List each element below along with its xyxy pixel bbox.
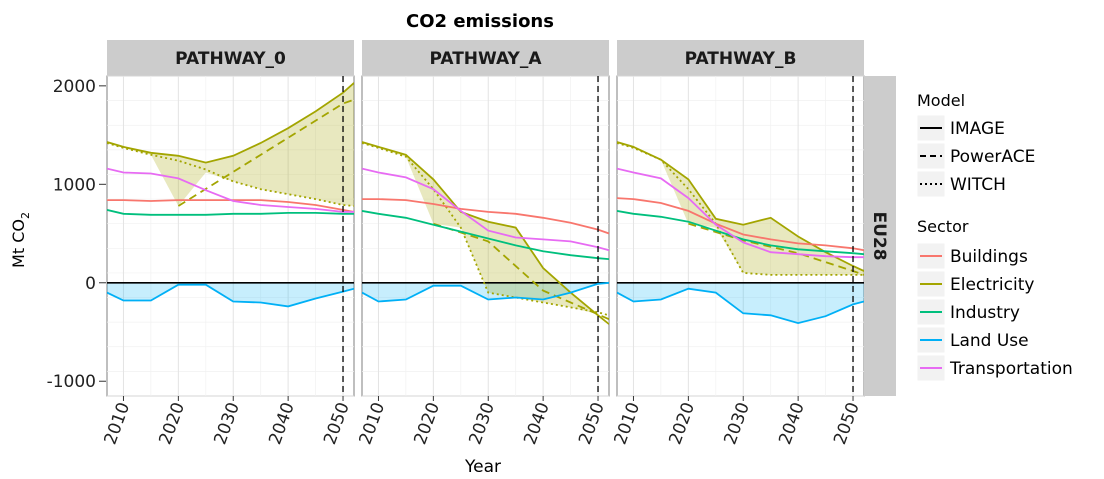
series-land-use-image <box>362 281 609 303</box>
x-tick-label: 2020 <box>665 400 699 447</box>
series-industry-image <box>617 210 864 256</box>
x-tick-label: 2050 <box>320 400 354 447</box>
series-electricity-image <box>362 141 609 325</box>
row-strip-background <box>864 76 896 396</box>
legend-label-witch: WITCH <box>950 175 1006 195</box>
legend-label-industry: Industry <box>950 303 1020 323</box>
facet-panels: PATHWAY_0 2010 2020 2030 2040 2050 PATHWAY_A 20… <box>101 40 865 447</box>
series-electricity-image <box>107 82 354 164</box>
series-electricity-powerace <box>433 222 609 321</box>
legend-sector-title: Sector <box>917 217 969 236</box>
x-tick-label: 2010 <box>611 400 645 447</box>
land-use-range-band <box>107 282 354 307</box>
y-axis-title: Mt CO2 <box>9 212 32 268</box>
x-tick-label: 2030 <box>465 400 499 447</box>
y-axis-title-main: Mt CO <box>9 219 28 268</box>
x-tick-label: 2020 <box>410 400 444 447</box>
y-tick-label: 0 <box>85 274 96 294</box>
series-electricity-witch <box>107 142 354 207</box>
series-electricity-powerace <box>177 98 354 207</box>
panel-pathway-b: PATHWAY_B 2010 2020 2030 2040 2050 <box>611 40 865 447</box>
x-tick-label: 2010 <box>356 400 390 447</box>
electricity-range-band <box>107 82 354 206</box>
facet-strip-label: PATHWAY_A <box>429 49 542 69</box>
panel-grid <box>362 75 609 397</box>
x-tick-label: 2050 <box>830 400 864 447</box>
panel-pathway-0: PATHWAY_0 2010 2020 2030 2040 2050 <box>101 40 355 447</box>
legend-label-land-use: Land Use <box>950 331 1029 351</box>
series-buildings-image <box>362 198 609 235</box>
legend-label-electricity: Electricity <box>950 275 1034 295</box>
panel-pathway-a: PATHWAY_A 2010 2020 2030 2040 2050 <box>356 40 610 447</box>
row-strip-label: EU28 <box>869 211 889 260</box>
panel-background <box>616 75 865 397</box>
legend-label-buildings: Buildings <box>950 247 1028 267</box>
y-tick-label: -1000 <box>47 372 96 392</box>
x-tick-label: 2030 <box>210 400 244 447</box>
land-use-range-band <box>362 282 609 302</box>
series-electricity-powerace <box>688 222 864 276</box>
panel-content <box>362 76 609 396</box>
legend-model-title: Model <box>917 91 965 110</box>
x-tick-label: 2030 <box>720 400 754 447</box>
series-transportation-image <box>362 167 609 252</box>
facet-strip <box>617 40 864 76</box>
y-tick-label: 1000 <box>53 175 96 195</box>
x-tick-label: 2040 <box>775 400 809 447</box>
series-buildings-image <box>617 197 864 252</box>
legend-label-powerace: PowerACE <box>950 147 1035 167</box>
y-tick-label: 2000 <box>53 77 96 97</box>
series-industry-image <box>107 209 354 216</box>
panel-content <box>107 76 354 396</box>
y-axis-ticks: -1000 0 1000 2000 <box>47 77 106 392</box>
facet-strip <box>107 40 354 76</box>
land-use-range-band <box>617 282 864 324</box>
series-land-use-image <box>617 287 864 325</box>
panel-background <box>361 75 610 397</box>
legend-label-transportation: Transportation <box>949 359 1073 379</box>
chart-title: CO2 emissions <box>406 11 554 32</box>
facet-strip <box>362 40 609 76</box>
facet-strip-label: PATHWAY_0 <box>175 49 286 69</box>
x-tick-label: 2050 <box>575 400 609 447</box>
x-tick-label: 2040 <box>265 400 299 447</box>
series-land-use-image <box>107 283 354 308</box>
y-axis-title-subscript: 2 <box>19 212 32 219</box>
panel-grid <box>107 75 354 397</box>
series-transportation-image <box>617 167 864 259</box>
x-tick-label: 2020 <box>155 400 189 447</box>
facet-strip-label: PATHWAY_B <box>685 49 797 69</box>
series-industry-image <box>362 210 609 260</box>
legend: Model IMAGE PowerACE WITCH Sector Buildings El… <box>916 91 1073 382</box>
x-tick-label: 2010 <box>101 400 135 447</box>
x-axis-title: Year <box>464 457 501 477</box>
legend-label-image: IMAGE <box>950 119 1005 139</box>
electricity-range-band <box>362 142 609 325</box>
row-strip: EU28 <box>864 76 896 396</box>
electricity-range-band <box>617 142 864 275</box>
series-transportation-image <box>107 167 354 213</box>
svg-text:Mt CO2: Mt CO2 <box>9 212 32 268</box>
series-electricity-witch <box>362 142 609 317</box>
x-tick-label: 2040 <box>520 400 554 447</box>
panel-content <box>617 76 864 396</box>
